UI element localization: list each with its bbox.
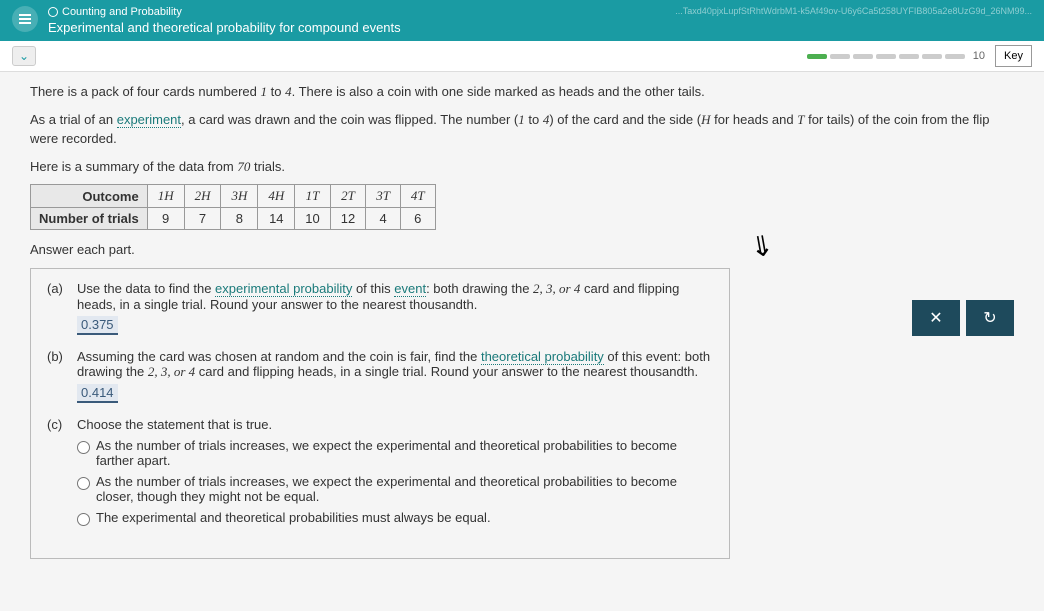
option-3[interactable]: The experimental and theoretical probabi… — [77, 510, 713, 526]
reset-button[interactable]: ↻ — [966, 300, 1014, 336]
part-b: (b) Assuming the card was chosen at rand… — [47, 349, 713, 403]
app-header: Counting and Probability Experimental an… — [0, 0, 1044, 41]
answer-a-input[interactable]: 0.375 — [77, 316, 118, 335]
option-2[interactable]: As the number of trials increases, we ex… — [77, 474, 713, 504]
progress-indicator — [807, 54, 965, 59]
wrong-button[interactable]: ✕ — [912, 300, 960, 336]
feedback-box: ✕ ↻ — [912, 300, 1014, 336]
progress-count: 10 — [973, 50, 985, 62]
term-event[interactable]: event — [394, 281, 426, 297]
radio-3[interactable] — [77, 513, 90, 526]
radio-2[interactable] — [77, 477, 90, 490]
part-c: (c) Choose the statement that is true. A… — [47, 417, 713, 532]
subheader: ⌄ 10 Key — [0, 41, 1044, 72]
breadcrumb-text: Counting and Probability — [62, 6, 182, 18]
intro-line-1: There is a pack of four cards numbered 1… — [30, 82, 1014, 102]
page-title: Experimental and theoretical probability… — [48, 20, 675, 35]
key-button[interactable]: Key — [995, 45, 1032, 67]
menu-icon[interactable] — [12, 6, 38, 32]
url-fragment: ...Taxd40pjxLupfStRhtWdrbM1-k5Af49ov-U6y… — [675, 6, 1032, 16]
term-experimental-probability[interactable]: experimental probability — [215, 281, 352, 297]
question-box: (a) Use the data to find the experimenta… — [30, 268, 730, 559]
collapse-button[interactable]: ⌄ — [12, 46, 36, 66]
radio-1[interactable] — [77, 441, 90, 454]
row-label-outcome: Outcome — [31, 185, 148, 208]
table-row-outcomes: Outcome 1H 2H 3H 4H 1T 2T 3T 4T — [31, 185, 436, 208]
table-row-counts: Number of trials 9 7 8 14 10 12 4 6 — [31, 208, 436, 230]
content-area: There is a pack of four cards numbered 1… — [0, 72, 1044, 569]
term-theoretical-probability[interactable]: theoretical probability — [481, 349, 604, 365]
row-label-count: Number of trials — [31, 208, 148, 230]
breadcrumb-icon — [48, 7, 58, 17]
part-a: (a) Use the data to find the experimenta… — [47, 281, 713, 335]
intro-line-3: Here is a summary of the data from 70 tr… — [30, 157, 1014, 177]
term-experiment[interactable]: experiment — [117, 112, 181, 128]
breadcrumb: Counting and Probability — [48, 6, 675, 18]
intro-line-2: As a trial of an experiment, a card was … — [30, 110, 1014, 149]
answer-each: Answer each part. — [30, 240, 1014, 260]
option-1[interactable]: As the number of trials increases, we ex… — [77, 438, 713, 468]
answer-b-input[interactable]: 0.414 — [77, 384, 118, 403]
outcome-table: Outcome 1H 2H 3H 4H 1T 2T 3T 4T Number o… — [30, 184, 436, 230]
